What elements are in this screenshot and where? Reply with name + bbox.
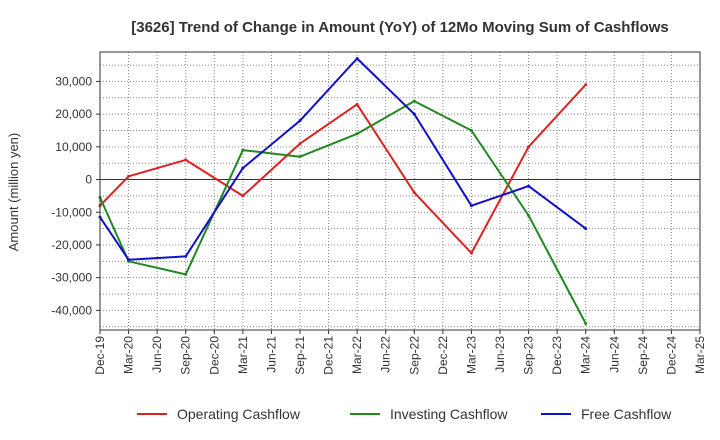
data-point-investing-cashflow: [184, 272, 188, 276]
x-tick-label: Sep-20: [179, 336, 193, 375]
y-tick-label: -10,000: [51, 205, 92, 219]
data-point-free-cashflow: [355, 57, 359, 61]
data-point-investing-cashflow: [469, 128, 473, 132]
x-tick-label: Jun-20: [150, 336, 164, 373]
data-point-free-cashflow: [584, 227, 588, 231]
series-layer: [98, 57, 588, 325]
y-axis-label: Amount (million yen): [6, 133, 21, 252]
y-tick-label: 30,000: [55, 74, 92, 88]
data-point-free-cashflow: [412, 112, 416, 116]
plot-frame: [99, 51, 701, 331]
data-point-free-cashflow: [298, 119, 302, 123]
legend: Operating Cashflow Investing Cashflow Free…: [137, 406, 672, 422]
data-point-free-cashflow: [241, 166, 245, 170]
x-tick-label: Dec-24: [664, 336, 678, 375]
x-tick-label: Jun-23: [493, 336, 507, 373]
data-point-investing-cashflow: [355, 132, 359, 136]
y-tick-label: -30,000: [51, 271, 92, 285]
series-line-investing-cashflow: [99, 100, 587, 324]
x-tick-label: Jun-21: [264, 336, 278, 373]
data-point-operating-cashflow: [584, 83, 588, 87]
data-point-operating-cashflow: [298, 142, 302, 146]
x-tick-label: Mar-24: [579, 336, 593, 374]
data-point-free-cashflow: [127, 258, 131, 262]
x-tick-label: Dec-21: [322, 336, 336, 375]
gridlines: [99, 52, 701, 330]
x-axis: Dec-19 Mar-20 Jun-20 Sep-20 Dec-20 Mar-21 Jun-…: [93, 330, 707, 375]
chart-title: [3626] Trend of Change in Amount (YoY) o…: [131, 19, 669, 36]
data-point-operating-cashflow: [355, 102, 359, 106]
data-point-operating-cashflow: [527, 145, 531, 149]
legend-label: Free Cashflow: [581, 406, 672, 422]
plot-area: [100, 52, 700, 330]
x-tick-label: Dec-19: [93, 336, 107, 375]
data-point-investing-cashflow: [241, 148, 245, 152]
data-point-operating-cashflow: [412, 191, 416, 195]
y-tick-label: 0: [85, 173, 92, 187]
series-line-operating-cashflow: [99, 84, 587, 255]
x-tick-label: Dec-23: [550, 336, 564, 375]
data-point-investing-cashflow: [412, 99, 416, 103]
data-point-free-cashflow: [184, 254, 188, 258]
x-tick-label: Sep-24: [636, 336, 650, 375]
series-line-free-cashflow: [99, 57, 587, 261]
x-tick-label: Mar-20: [122, 336, 136, 374]
x-tick-label: Mar-22: [350, 336, 364, 374]
data-point-free-cashflow: [527, 184, 531, 188]
y-tick-label: 20,000: [55, 107, 92, 121]
x-tick-label: Mar-25: [693, 336, 707, 374]
y-tick-label: 10,000: [55, 140, 92, 154]
data-point-operating-cashflow: [241, 194, 245, 198]
x-tick-label: Jun-24: [607, 336, 621, 373]
x-tick-label: Jun-22: [379, 336, 393, 373]
x-tick-label: Sep-23: [522, 336, 536, 375]
x-tick-label: Dec-22: [436, 336, 450, 375]
x-tick-label: Mar-23: [464, 336, 478, 374]
x-tick-label: Sep-22: [407, 336, 421, 375]
x-tick-label: Mar-21: [236, 336, 250, 374]
y-axis: 30,000 20,000 10,000 0 -10,000 -20,000 -30,000…: [51, 74, 100, 317]
y-tick-label: -20,000: [51, 238, 92, 252]
legend-label: Investing Cashflow: [390, 406, 508, 422]
y-tick-label: -40,000: [51, 303, 92, 317]
data-point-operating-cashflow: [469, 251, 473, 255]
data-point-investing-cashflow: [584, 321, 588, 325]
x-tick-label: Sep-21: [293, 336, 307, 375]
data-point-operating-cashflow: [127, 174, 131, 178]
data-point-free-cashflow: [469, 204, 473, 208]
x-tick-label: Dec-20: [207, 336, 221, 375]
data-point-investing-cashflow: [527, 214, 531, 218]
legend-label: Operating Cashflow: [177, 406, 301, 422]
data-point-operating-cashflow: [184, 158, 188, 162]
data-point-investing-cashflow: [298, 155, 302, 159]
